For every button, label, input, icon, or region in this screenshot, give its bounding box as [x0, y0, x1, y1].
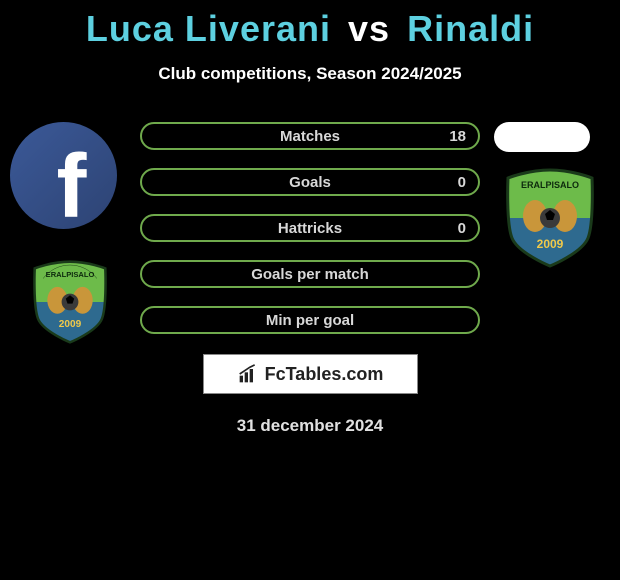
- crest-icon: ERALPISALO 2009: [28, 260, 112, 344]
- stat-right-value: 0: [458, 220, 466, 237]
- svg-text:2009: 2009: [59, 319, 82, 330]
- stat-row-min-per-goal: Min per goal: [140, 306, 480, 334]
- stat-label: Goals per match: [251, 266, 369, 283]
- vs-label: vs: [348, 8, 390, 49]
- player2-name: Rinaldi: [407, 8, 534, 49]
- date-label: 31 december 2024: [0, 416, 620, 436]
- stat-row-hattricks: Hattricks 0: [140, 214, 480, 242]
- player2-avatar: [494, 122, 590, 152]
- season-subtitle: Club competitions, Season 2024/2025: [0, 64, 620, 84]
- player1-club-crest: ERALPISALO 2009: [28, 260, 112, 344]
- stat-row-goals-per-match: Goals per match: [140, 260, 480, 288]
- player1-name: Luca Liverani: [86, 8, 331, 49]
- svg-text:ERALPISALO: ERALPISALO: [521, 180, 579, 190]
- stat-row-matches: Matches 18: [140, 122, 480, 150]
- facebook-icon: f: [57, 136, 87, 229]
- stat-right-value: 18: [449, 128, 466, 145]
- branding-box: FcTables.com: [203, 354, 418, 394]
- player1-avatar: f: [10, 122, 117, 229]
- svg-text:2009: 2009: [537, 237, 564, 251]
- stat-label: Min per goal: [266, 312, 354, 329]
- svg-text:ERALPISALO: ERALPISALO: [46, 270, 95, 279]
- stat-right-value: 0: [458, 174, 466, 191]
- stat-label: Goals: [289, 174, 331, 191]
- stat-label: Hattricks: [278, 220, 342, 237]
- stat-row-goals: Goals 0: [140, 168, 480, 196]
- comparison-title: Luca Liverani vs Rinaldi: [0, 0, 620, 50]
- stat-label: Matches: [280, 128, 340, 145]
- chart-icon: [237, 364, 259, 384]
- player2-club-crest: ERALPISALO 2009: [500, 168, 600, 268]
- crest-icon: ERALPISALO 2009: [500, 168, 600, 268]
- branding-text: FcTables.com: [265, 364, 384, 385]
